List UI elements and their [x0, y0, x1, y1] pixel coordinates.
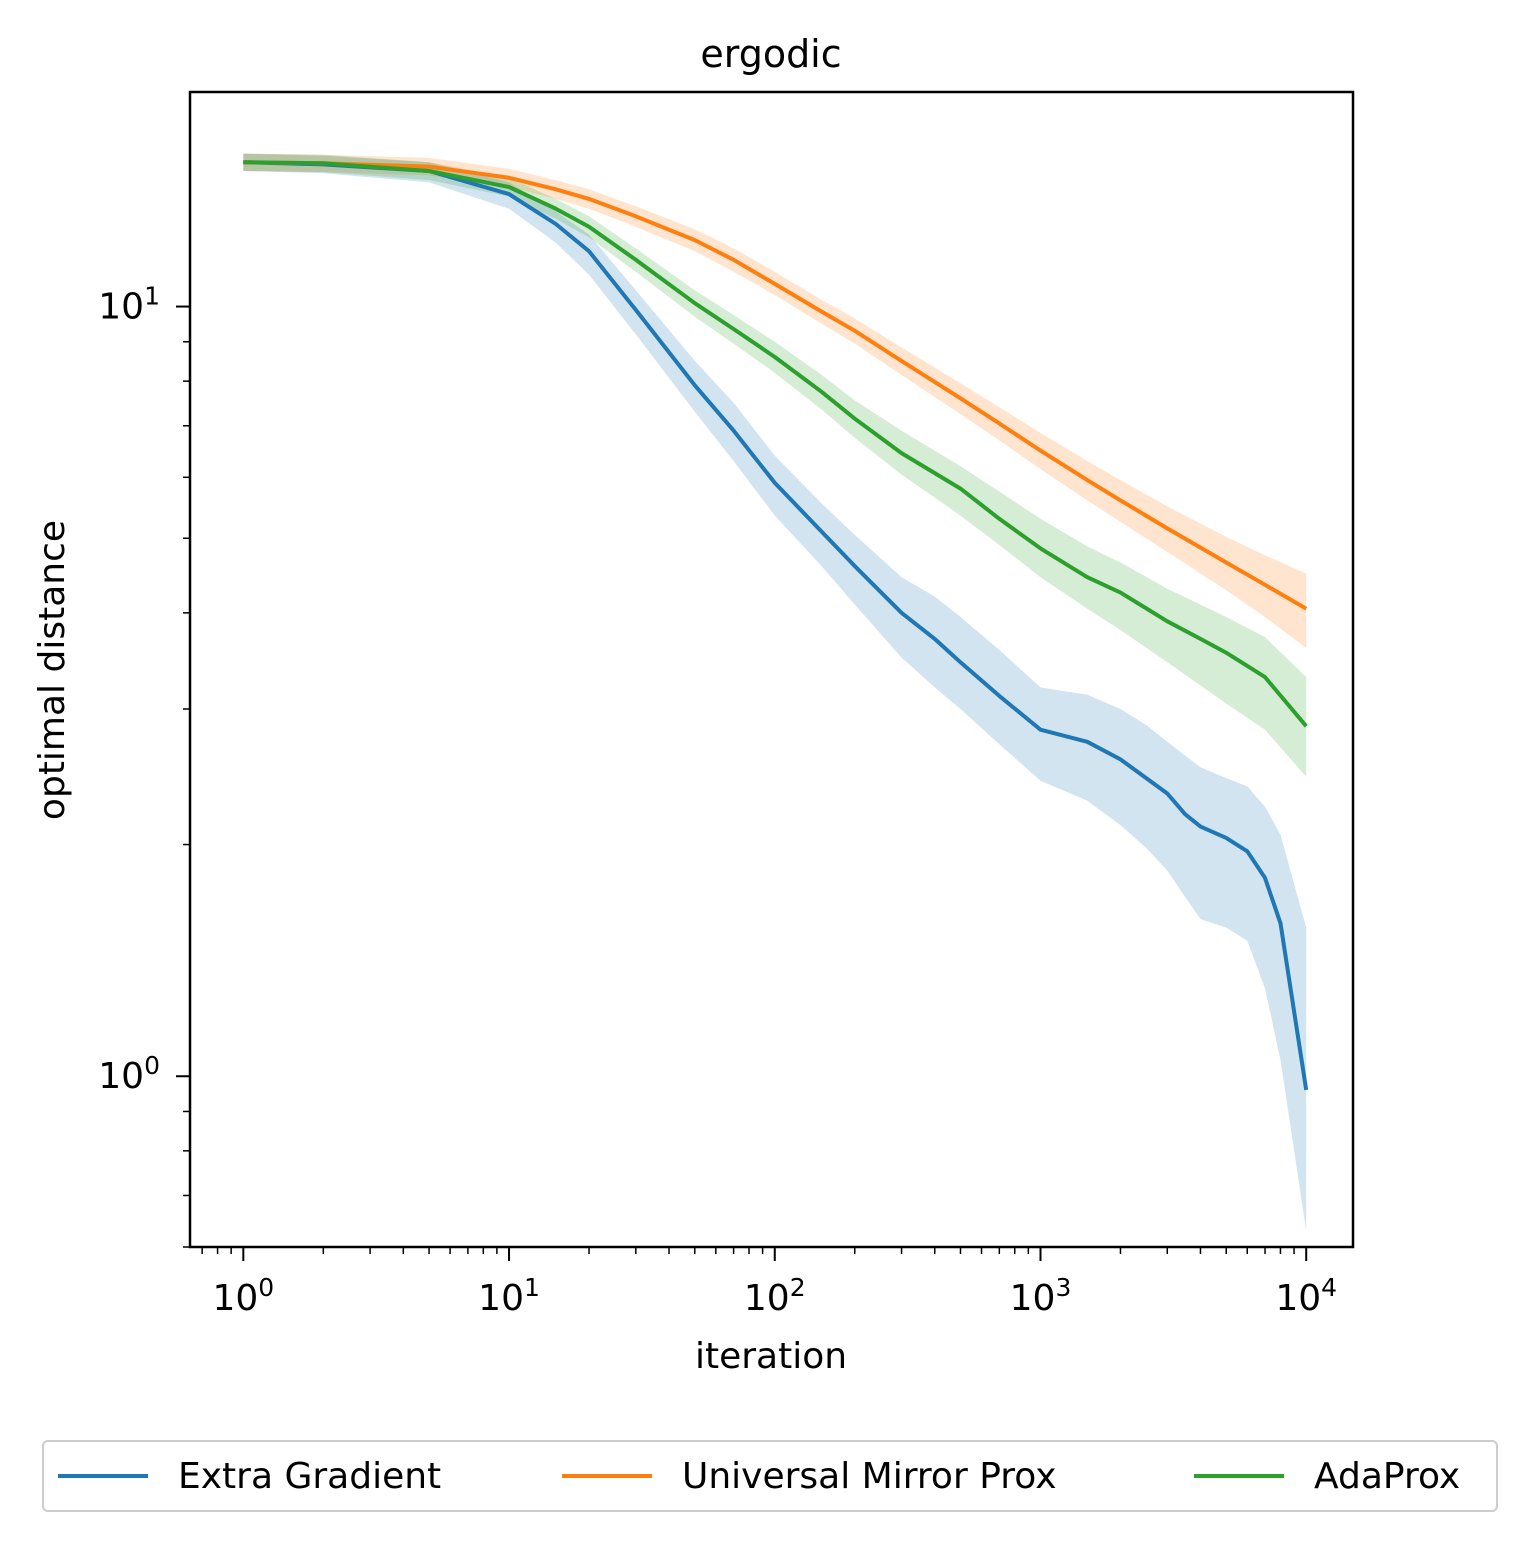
legend-item-universal-mirror-prox: Universal Mirror Prox: [562, 1442, 1057, 1510]
plot-frame: [188, 90, 1355, 1249]
series-line-extra-gradient: [243, 160, 1309, 1091]
axes: 100 101 102 103 104 100 101: [98, 282, 1337, 1319]
legend-label-extra-gradient: Extra Gradient: [178, 1455, 442, 1497]
x-tick-label: 100: [212, 1273, 274, 1319]
series-line-adaprox: [243, 160, 1308, 728]
band-universal-mirror-prox: [243, 153, 1307, 649]
legend-label-adaprox: AdaProx: [1314, 1455, 1461, 1497]
legend: Extra Gradient Universal Mirror Prox Ada…: [42, 1440, 1498, 1512]
series-lines: [243, 160, 1309, 1091]
y-axis-label: optimal distance: [32, 520, 73, 820]
x-tick-label: 102: [744, 1273, 806, 1319]
x-tick-label: 104: [1275, 1273, 1337, 1319]
y-tick-label: 100: [98, 1051, 160, 1097]
x-tick-label: 101: [478, 1273, 540, 1319]
series-line-universal-mirror-prox: [243, 160, 1308, 611]
legend-swatch-universal-mirror-prox: [562, 1474, 652, 1478]
band-extra-gradient: [243, 153, 1307, 1231]
legend-item-extra-gradient: Extra Gradient: [58, 1442, 441, 1510]
legend-label-universal-mirror-prox: Universal Mirror Prox: [682, 1455, 1057, 1497]
legend-item-adaprox: AdaProx: [1194, 1442, 1460, 1510]
x-tick-label: 103: [1010, 1273, 1072, 1319]
y-tick-label: 101: [98, 282, 160, 328]
confidence-bands: [243, 153, 1307, 1231]
legend-swatch-adaprox: [1194, 1474, 1284, 1478]
chart-title: ergodic: [700, 32, 841, 76]
legend-swatch-extra-gradient: [58, 1474, 148, 1478]
x-axis-label: iteration: [695, 1336, 847, 1377]
